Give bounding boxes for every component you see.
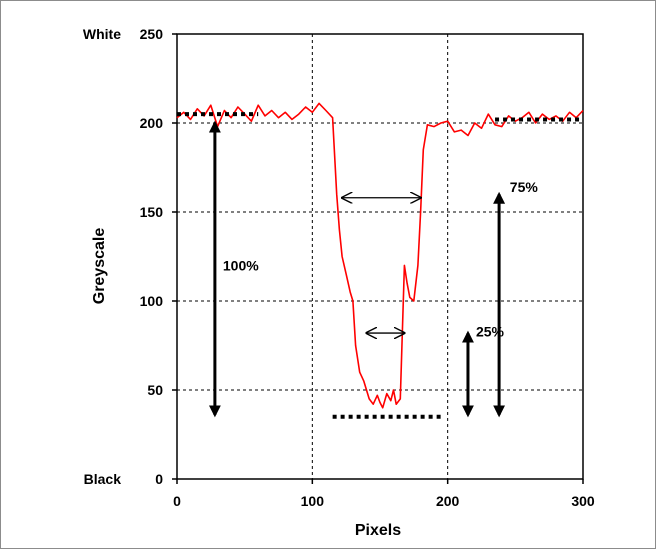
- arrows-layer: [208, 120, 506, 418]
- annotation-label: 25%: [476, 323, 505, 339]
- y-tick-label: 100: [140, 293, 164, 309]
- annotation-label: 75%: [510, 179, 539, 195]
- y-axis-title: Greyscale: [91, 228, 108, 305]
- series-layer: [176, 102, 584, 409]
- plot-area: [176, 33, 584, 480]
- x-tick-label: 0: [173, 493, 181, 509]
- reference-lines: [177, 112, 583, 419]
- y-extra-label: White: [83, 26, 121, 42]
- plot-border: [176, 33, 584, 480]
- x-tick-label: 100: [301, 493, 325, 509]
- tick-labels: 0 50 100 150 200 250 0 100 200 300 White Black: [83, 26, 595, 509]
- y-tick-label: 150: [140, 204, 164, 220]
- x-axis-title: Pixels: [355, 522, 401, 539]
- grid-lines: [177, 34, 583, 479]
- annotation-label: 100%: [223, 257, 259, 273]
- y-tick-label: 250: [140, 26, 164, 42]
- y-tick-label: 0: [155, 471, 163, 487]
- y-extra-label: Black: [84, 471, 122, 487]
- x-tick-label: 200: [436, 493, 460, 509]
- x-tick-label: 300: [571, 493, 595, 509]
- y-tick-label: 200: [140, 115, 164, 131]
- annotations: 100% 75% 25%: [223, 179, 538, 339]
- series-line: [176, 102, 584, 409]
- y-tick-label: 50: [147, 382, 163, 398]
